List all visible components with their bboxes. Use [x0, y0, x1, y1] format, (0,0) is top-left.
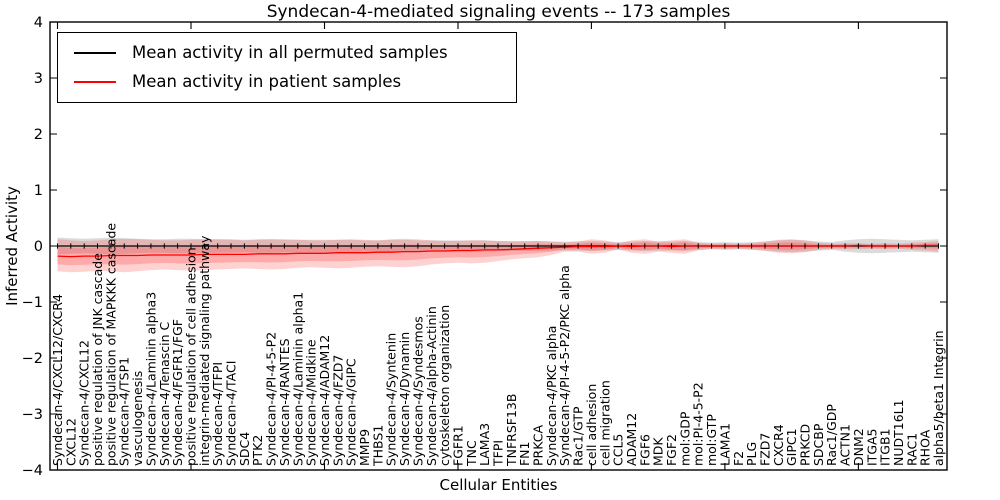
entity-label: TFPI: [491, 440, 506, 467]
entity-label: THBS1: [370, 425, 385, 467]
entity-label: Rac1/GTP: [571, 406, 586, 466]
entity-label: TNFRSF13B: [504, 394, 519, 467]
entity-label: Syndecan-4/Syndesmos: [410, 316, 425, 466]
entity-label: ADAM12: [624, 413, 639, 466]
entity-label: CXCL12: [63, 418, 78, 466]
entity-label: PRKCA: [531, 425, 546, 466]
y-tick-label: 2: [34, 127, 43, 143]
entity-label: FZD7: [757, 433, 772, 466]
entity-label: positive regulation of JNK cascade: [90, 253, 105, 466]
y-tick-label: −2: [22, 351, 43, 367]
entity-label: alpha5/beta1 Integrin: [931, 330, 946, 466]
patient-band-outer: [57, 238, 939, 273]
entity-label: Syndecan-4/FGFR1/FGF: [170, 319, 185, 466]
entity-label: GIPC1: [784, 428, 799, 466]
entity-label: mol:GDP: [677, 411, 692, 466]
legend-label-patient: Mean activity in patient samples: [132, 72, 402, 91]
legend-label-permuted: Mean activity in all permuted samples: [132, 43, 448, 62]
entity-label: integrin-mediated signaling pathway: [197, 235, 212, 466]
entity-label: Rac1/GDP: [824, 404, 839, 466]
entity-label: DNM2: [851, 428, 866, 466]
entity-label: ITGB1: [878, 428, 893, 466]
y-tick-label: 1: [34, 183, 43, 199]
entity-label: SDCBP: [811, 423, 826, 466]
entity-label: Syndecan-4/Syntenin: [384, 333, 399, 466]
y-tick-label: 0: [34, 239, 43, 255]
entity-label: vasculogenesis: [130, 371, 145, 466]
entity-label: FN1: [517, 442, 532, 467]
permuted-line-swatch: [74, 52, 116, 54]
entity-label: positive regulation of MAPKKK cascade: [103, 223, 118, 466]
entity-label: RAC1: [904, 433, 919, 466]
data-point-markers: [57, 243, 939, 249]
entity-label: Syndecan-4/Dynamin: [397, 332, 412, 466]
entity-label: FGF6: [637, 434, 652, 466]
entity-label: Syndecan-4/RANTES: [277, 338, 292, 466]
entity-label: ITGA5: [864, 428, 879, 466]
patient-line-swatch: [74, 81, 116, 83]
entity-label: FGF2: [664, 434, 679, 466]
entity-label: RHOA: [918, 429, 933, 466]
y-tick-label: −4: [22, 463, 43, 479]
entity-label: cell adhesion: [584, 384, 599, 466]
chart-title: Syndecan-4-mediated signaling events -- …: [266, 2, 731, 22]
entity-label: Syndecan-4/Laminin alpha1: [290, 292, 305, 466]
entity-label: LAMA1: [717, 423, 732, 466]
entity-label: Syndecan-4/CXCL12/CXCR4: [50, 294, 65, 466]
legend: Mean activity in all permuted samples Me…: [57, 32, 517, 103]
entity-label: Syndecan-4/PI-4-5-P2/PKC alpha: [557, 265, 572, 466]
entity-label: Syndecan-4/alpha-Actinin: [424, 306, 439, 466]
entity-label: Syndecan-4/TSP1: [117, 357, 132, 466]
y-tick-label: 4: [34, 15, 43, 31]
entity-label: Syndecan-4/TACI: [224, 361, 239, 466]
legend-entry-patient: Mean activity in patient samples: [74, 71, 504, 93]
entity-label: PLG: [744, 442, 759, 466]
legend-entry-permuted: Mean activity in all permuted samples: [74, 42, 504, 64]
entity-label: Syndecan-4/ADAM12: [317, 335, 332, 466]
entity-label: MDK: [651, 437, 666, 466]
entity-label: CCL5: [611, 434, 626, 466]
entity-label: LAMA3: [477, 423, 492, 466]
entity-label: mol:PI-4-5-P2: [691, 382, 706, 466]
entity-label: SDC4: [237, 432, 252, 466]
x-axis-label: Cellular Entities: [439, 476, 558, 494]
y-tick-label: −3: [22, 407, 43, 423]
y-tick-label: 3: [34, 71, 43, 87]
entity-label: cell migration: [597, 380, 612, 466]
entity-label: PRKCD: [798, 424, 813, 466]
entity-label: Syndecan-4/Tenascin C: [157, 321, 172, 466]
entity-label: NUDT16L1: [891, 399, 906, 466]
entity-label: Syndecan-4/PI-4-5-P2: [264, 332, 279, 466]
entity-label: PTK2: [250, 435, 265, 466]
entity-label: Syndecan-4/FZD7: [330, 355, 345, 466]
entity-label: MMP9: [357, 429, 372, 466]
entity-label: Syndecan-4/TFPI: [210, 362, 225, 466]
entity-label: Syndecan-4/Midkine: [304, 339, 319, 466]
entity-label: Syndecan-4/PKC alpha: [544, 326, 559, 466]
entity-label: FGFR1: [450, 425, 465, 466]
entity-label: Syndecan-4/Laminin alpha3: [143, 292, 158, 466]
entity-label: CXCR4: [771, 424, 786, 466]
patient-band-inner: [57, 242, 939, 266]
entity-label: TNC: [464, 440, 479, 467]
entity-label: ACTN1: [838, 424, 853, 466]
x-ticks: [56, 22, 859, 470]
entity-label: Syndecan-4/GIPC: [344, 358, 359, 466]
entity-label: positive regulation of cell adhesion: [183, 247, 198, 466]
entity-label: Syndecan-4/CXCL12: [77, 340, 92, 466]
entity-label: mol:GTP: [704, 414, 719, 466]
entity-label: F2: [731, 451, 746, 466]
entity-label: cytoskeleton organization: [437, 305, 452, 466]
y-ticks: [50, 21, 947, 471]
y-tick-label: −1: [22, 295, 43, 311]
